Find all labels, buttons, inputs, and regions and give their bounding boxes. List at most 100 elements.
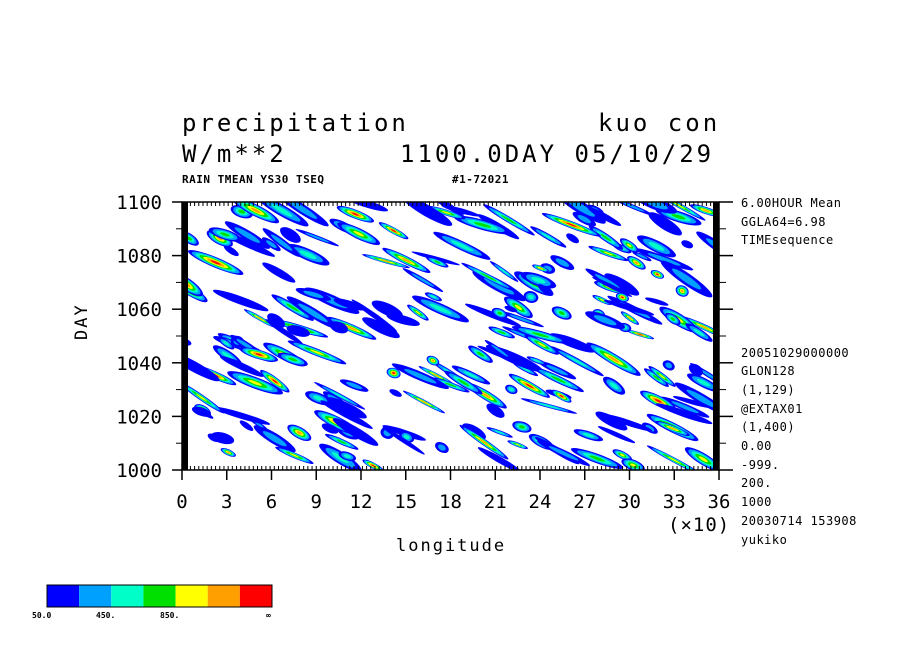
precip-cell xyxy=(262,228,301,258)
precip-cell xyxy=(592,295,612,305)
contour-level-fill xyxy=(239,420,254,431)
contour-level-fill xyxy=(313,395,324,401)
contour-level-fill xyxy=(343,454,351,459)
precip-cell xyxy=(239,420,254,431)
contour-level-fill xyxy=(286,303,300,312)
precip-cell xyxy=(182,231,199,246)
contour-level-fill xyxy=(299,250,317,259)
contour-level-fill xyxy=(477,447,522,470)
precip-cell xyxy=(426,256,449,268)
precip-cell xyxy=(520,271,557,289)
precip-cell xyxy=(655,420,690,437)
contour-level-fill xyxy=(699,325,710,330)
precip-cell xyxy=(588,225,624,250)
precip-cell xyxy=(275,446,314,465)
side-info-2: GGLA64=6.98 xyxy=(741,215,826,229)
contour-level-fill xyxy=(382,426,425,455)
contour-level-fill xyxy=(256,316,264,321)
x-tick-label: 27 xyxy=(573,491,596,513)
precip-cell xyxy=(632,251,652,262)
precip-cell xyxy=(572,211,597,227)
contour-level-fill xyxy=(444,382,457,388)
precip-cell xyxy=(483,204,535,236)
precip-cell xyxy=(431,377,470,393)
contour-level-fill xyxy=(431,359,435,362)
colorbar-frame xyxy=(46,584,273,608)
contour-level-fill xyxy=(432,373,440,378)
contour-level-fill xyxy=(211,432,235,445)
contour-level-fill xyxy=(681,240,694,249)
contour-level-fill xyxy=(238,209,246,214)
title-left: precipitation xyxy=(182,109,409,137)
contour-level-fill xyxy=(532,359,541,363)
contour-level-fill xyxy=(272,379,278,384)
precip-cell xyxy=(239,347,279,362)
contour-level-fill xyxy=(255,353,263,356)
contour-level-fill xyxy=(476,351,485,357)
contour-level-fill xyxy=(566,222,577,227)
contour-level-fill xyxy=(648,242,665,251)
x-tick-label: 24 xyxy=(529,491,552,513)
side-info-13: 20030714 153908 xyxy=(741,514,857,528)
precip-cell xyxy=(262,237,281,252)
precip-cell xyxy=(591,276,633,297)
contour-level-fill xyxy=(390,229,397,233)
precip-cell xyxy=(337,222,381,246)
precip-field xyxy=(182,202,719,470)
precip-cell xyxy=(620,311,639,325)
contour-level-fill xyxy=(702,209,710,212)
precip-cell xyxy=(685,323,713,342)
side-info-4: 20051029000000 xyxy=(741,346,850,360)
contour-level-fill xyxy=(670,317,676,321)
contour-level-fill xyxy=(504,305,518,313)
contour-level-fill xyxy=(518,425,525,429)
contour-level-fill xyxy=(289,453,300,458)
precip-cell xyxy=(566,233,579,244)
colorbar-swatch xyxy=(143,585,176,607)
contour-level-fill xyxy=(320,400,373,429)
contour-level-fill xyxy=(371,464,375,467)
precip-cell xyxy=(541,213,601,237)
contour-level-fill xyxy=(637,333,643,336)
precip-cell xyxy=(262,262,296,283)
precip-cell xyxy=(662,360,675,371)
precip-cell xyxy=(675,285,689,297)
precip-cell xyxy=(271,294,314,321)
contour-level-fill xyxy=(558,311,565,316)
precip-cell xyxy=(595,411,628,431)
contour-level-fill xyxy=(597,426,636,444)
precip-cell xyxy=(412,295,469,323)
contour-level-fill xyxy=(589,455,606,462)
precip-cell xyxy=(227,371,283,395)
precip-cell xyxy=(524,334,559,355)
precip-cell xyxy=(537,360,577,380)
side-info-14: yukiko xyxy=(741,533,788,547)
contour-level-fill xyxy=(621,296,624,299)
side-info-1: 6.00HOUR Mean xyxy=(741,196,842,210)
precip-cell xyxy=(402,202,453,226)
side-info-10: -999. xyxy=(741,458,780,472)
precip-cell xyxy=(550,346,604,377)
side-info-11: 200. xyxy=(741,476,772,490)
contour-level-fill xyxy=(672,268,702,290)
x-tick-label: 9 xyxy=(311,491,322,513)
precip-cell xyxy=(351,299,398,332)
precip-cell xyxy=(619,238,639,253)
contour-level-fill xyxy=(270,234,293,251)
precip-cell xyxy=(295,287,332,301)
precip-cell xyxy=(660,396,710,418)
side-info-12: 1000 xyxy=(741,495,772,509)
precip-cell xyxy=(217,337,235,350)
contour-level-fill xyxy=(332,452,349,464)
precip-cell xyxy=(187,249,244,276)
contour-level-fill xyxy=(286,325,310,337)
contour-level-fill xyxy=(671,401,699,414)
contour-level-fill xyxy=(494,430,505,435)
contour-level-fill xyxy=(326,397,367,419)
contour-level-fill xyxy=(473,222,492,228)
precip-cell xyxy=(603,376,626,395)
contour-level-fill xyxy=(509,314,535,324)
contour-level-fill xyxy=(464,303,522,327)
day-date-label: 1100.0DAY 05/10/29 xyxy=(400,140,715,168)
precip-cell xyxy=(338,451,357,462)
